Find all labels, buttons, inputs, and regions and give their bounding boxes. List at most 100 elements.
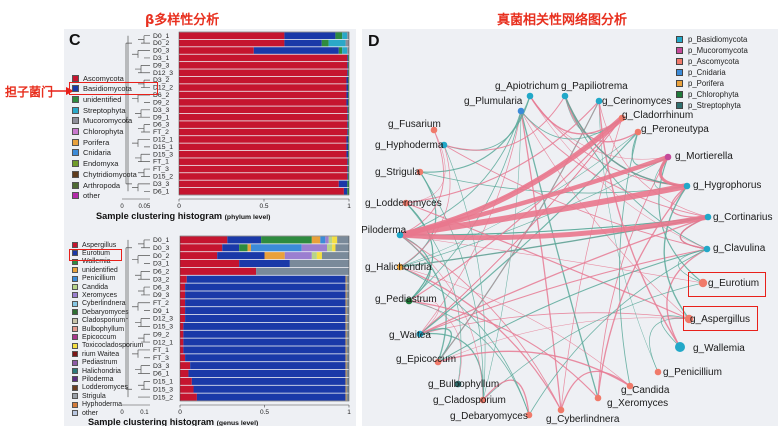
genus-sample-label: D6_3 [153, 284, 169, 291]
genus-bar-segment [180, 252, 218, 260]
network-edge [399, 156, 669, 268]
genus-bar-remainder [346, 322, 349, 330]
network-edge [408, 300, 462, 385]
network-edge [443, 144, 486, 401]
network-edge [663, 185, 690, 320]
network-node [416, 168, 424, 176]
network-node [664, 153, 672, 161]
network-edge [408, 300, 599, 399]
phylum-sample-label: D6_3 [153, 122, 169, 129]
genus-bar-segment [183, 346, 346, 354]
panel-divider [357, 29, 362, 426]
genus-bar-segment [180, 299, 186, 307]
legend-swatch [72, 275, 78, 282]
network-node [430, 126, 438, 134]
network-node [595, 97, 603, 105]
phylum-bar-segment [179, 47, 254, 54]
phylum-bar-segment [179, 69, 348, 77]
legend-label: Cyberlindnera [82, 300, 126, 308]
phylum-sample-label: D12_3 [153, 70, 173, 77]
genus-legend-item: Halichondria [72, 366, 121, 376]
phylum-bar-segment [347, 54, 349, 62]
genus-dendrogram [125, 239, 150, 398]
legend-swatch [72, 393, 78, 400]
legend-swatch [72, 258, 78, 265]
genus-bar-remainder [346, 346, 349, 354]
phylum-bar-segment [179, 76, 347, 84]
genus-dendro-scale-label: 0.1 [140, 410, 149, 416]
genus-bar-segment [217, 252, 265, 260]
network-node [698, 278, 708, 288]
phylum-bar-segment [179, 136, 347, 143]
genus-x-tick-label: 0 [178, 409, 182, 416]
genus-bar-segment [301, 244, 328, 252]
network-node-label: g_Candida [621, 385, 670, 396]
network-edge [408, 300, 530, 416]
phylum-sample-label: D15_2 [153, 174, 173, 181]
phylum-bar-segment [179, 62, 348, 69]
genus-bar-segment [180, 385, 194, 393]
beta-diversity-title: β多样性分析 [145, 13, 220, 28]
network-node [440, 141, 448, 149]
phylum-sample-label: D12_1 [153, 137, 173, 144]
legend-swatch [72, 267, 78, 274]
genus-bar-segment [180, 259, 240, 268]
genus-bar-segment [180, 354, 186, 362]
phylum-chart-subtitle: (phylum level) [225, 214, 271, 221]
genus-bar-segment [311, 236, 321, 244]
phylum-sample-label: D6_2 [153, 92, 169, 99]
phylum-bar-segment [338, 47, 343, 54]
phylum-legend-item: Ascomycota [72, 73, 124, 83]
phylum-bar-segment [347, 128, 349, 136]
genus-sample-label: D9_1 [153, 308, 169, 315]
legend-label: p_Streptophyta [688, 100, 741, 110]
genus-bar-segment [311, 252, 317, 260]
phylum-legend-item: Arthropoda [72, 180, 120, 190]
genus-bar-remainder [346, 307, 349, 315]
genus-sample-label: D15_3 [153, 386, 173, 393]
legend-swatch [72, 384, 78, 391]
legend-label: p_Mucoromycota [688, 45, 748, 55]
network-edge [528, 248, 708, 416]
genus-bar-remainder [346, 369, 349, 378]
phylum-sample-label: D9_2 [153, 99, 169, 106]
phylum-sample-label: D3_3 [153, 107, 169, 114]
legend-label: Cnidaria [83, 148, 111, 158]
legend-label: Epicoccum [82, 333, 117, 341]
phylum-bar-segment [179, 121, 348, 128]
network-edge [419, 248, 708, 335]
genus-bar-remainder [346, 354, 349, 362]
legend-label: unidentified [83, 94, 122, 104]
legend-label: Ascomycota [83, 73, 124, 83]
legend-swatch [72, 334, 78, 341]
legend-swatch [72, 284, 78, 290]
network-edge [520, 110, 562, 411]
genus-bar-remainder [346, 385, 349, 393]
genus-legend-item: Xeromyces [72, 290, 117, 300]
phylum-bar-segment [284, 39, 322, 47]
legend-label: p_Cnidaria [688, 67, 726, 77]
network-node [517, 107, 525, 115]
network-node-label: g_Xeromyces [607, 398, 668, 409]
network-node-label: g_Cladorrhinum [622, 110, 693, 121]
network-node [454, 380, 462, 388]
strong-correlation-edge [397, 183, 690, 238]
genus-x-tick-label: 1 [347, 409, 351, 416]
phylum-bar-segment [346, 143, 349, 151]
network-legend-item: p_Basidiomycota [676, 34, 747, 44]
genus-bar-segment [345, 354, 347, 362]
legend-swatch [676, 68, 683, 76]
network-node-label: g_Fusarium [388, 119, 441, 130]
genus-legend-item: Penicillium [72, 274, 115, 284]
genus-bar-segment [345, 385, 347, 393]
legend-swatch [72, 376, 78, 383]
legend-label: Candida [82, 283, 109, 291]
phylum-bar-segment [179, 187, 344, 195]
network-edge [399, 266, 530, 416]
phylum-bar-segment [348, 150, 349, 158]
network-edge [405, 202, 434, 302]
phylum-bar-segment [179, 32, 285, 40]
legend-label: Lodderomyces [82, 384, 128, 392]
phylum-bar-segment [284, 32, 336, 40]
network-edge [437, 350, 631, 387]
